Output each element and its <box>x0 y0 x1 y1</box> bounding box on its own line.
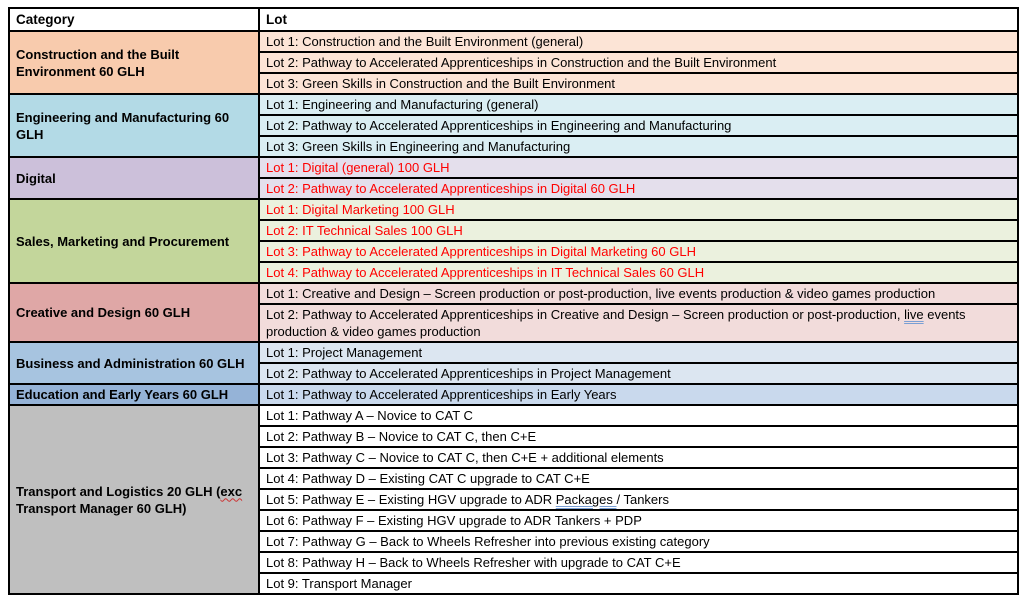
table-row: Creative and Design 60 GLH Lot 1: Creativ… <box>8 282 1019 343</box>
table-row: Lot 3: Green Skills in Engineering and M… <box>9 135 1019 158</box>
table-row: Transport and Logistics 20 GLH (exc Tran… <box>8 404 1019 595</box>
table-row: Construction and the Built Environment 6… <box>8 30 1019 95</box>
category-cell: Sales, Marketing and Procurement <box>8 198 260 284</box>
lot-cell: Lot 2: Pathway to Accelerated Apprentice… <box>258 51 1019 74</box>
table-row: Lot 3: Pathway C – Novice to CAT C, then… <box>9 446 1019 469</box>
lot-cell: Lot 1: Creative and Design – Screen prod… <box>258 282 1019 305</box>
lots-table-body: Construction and the Built Environment 6… <box>8 30 1019 595</box>
category-cell: Creative and Design 60 GLH <box>8 282 260 343</box>
lot-cell: Lot 2: Pathway to Accelerated Apprentice… <box>258 177 1019 200</box>
table-row: Lot 3: Pathway to Accelerated Apprentice… <box>9 240 1019 263</box>
lot-cell: Lot 5: Pathway E – Existing HGV upgrade … <box>258 488 1019 511</box>
lot-cell: Lot 3: Green Skills in Engineering and M… <box>258 135 1019 158</box>
table-row: Lot 5: Pathway E – Existing HGV upgrade … <box>9 488 1019 511</box>
table-row: Lot 4: Pathway D – Existing CAT C upgrad… <box>9 467 1019 490</box>
category-cell: Digital <box>8 156 260 200</box>
lot-cell: Lot 2: Pathway B – Novice to CAT C, then… <box>258 425 1019 448</box>
table-row: Lot 2: IT Technical Sales 100 GLH <box>9 219 1019 242</box>
lot-cell: Lot 2: Pathway to Accelerated Apprentice… <box>258 114 1019 137</box>
table-row: Lot 2: Pathway to Accelerated Apprentice… <box>9 51 1019 74</box>
lot-cell: Lot 1: Digital (general) 100 GLH <box>258 156 1019 179</box>
category-cell: Transport and Logistics 20 GLH (exc Tran… <box>8 404 260 595</box>
lot-cell: Lot 1: Pathway A – Novice to CAT C <box>258 404 1019 427</box>
lot-cell: Lot 1: Project Management <box>258 341 1019 364</box>
spellcheck-marked-text: live <box>904 307 924 322</box>
lot-cell: Lot 1: Digital Marketing 100 GLH <box>258 198 1019 221</box>
table-row: Lot 2: Pathway B – Novice to CAT C, then… <box>9 425 1019 448</box>
lot-cell: Lot 6: Pathway F – Existing HGV upgrade … <box>258 509 1019 532</box>
lot-cell: Lot 4: Pathway to Accelerated Apprentice… <box>258 261 1019 284</box>
table-row: Lot 3: Green Skills in Construction and … <box>9 72 1019 95</box>
table-row: Lot 2: Pathway to Accelerated Apprentice… <box>9 114 1019 137</box>
header-category-cell: Category <box>8 7 260 32</box>
table-row: Engineering and Manufacturing 60 GLH Lot … <box>8 93 1019 158</box>
table-row: Sales, Marketing and Procurement Lot 1: D… <box>8 198 1019 284</box>
header-lot-cell: Lot <box>258 7 1019 32</box>
table-row: Digital Lot 1: Digital (general) 100 GLH <box>8 156 1019 200</box>
lot-cell: Lot 2: Pathway to Accelerated Apprentice… <box>258 303 1019 343</box>
table-row: Lot 2: Pathway to Accelerated Apprentice… <box>9 362 1019 385</box>
table-row: Lot 4: Pathway to Accelerated Apprentice… <box>9 261 1019 284</box>
lot-cell: Lot 3: Pathway C – Novice to CAT C, then… <box>258 446 1019 469</box>
table-row: Lot 2: Pathway to Accelerated Apprentice… <box>9 177 1019 200</box>
table-row: Education and Early Years 60 GLH Lot 1: P… <box>8 383 1019 406</box>
lot-cell: Lot 2: Pathway to Accelerated Apprentice… <box>258 362 1019 385</box>
category-cell: Engineering and Manufacturing 60 GLH <box>8 93 260 158</box>
category-cell: Education and Early Years 60 GLH <box>8 383 260 406</box>
lot-cell: Lot 1: Pathway to Accelerated Apprentice… <box>258 383 1019 406</box>
lot-cell: Lot 2: IT Technical Sales 100 GLH <box>258 219 1019 242</box>
category-lot-table: Category Lot Construction and the Built … <box>8 7 1019 595</box>
table-row: Lot 9: Transport Manager <box>9 572 1019 595</box>
table-row: Lot 8: Pathway H – Back to Wheels Refres… <box>9 551 1019 574</box>
table-row: Business and Administration 60 GLH Lot 1:… <box>8 341 1019 385</box>
lot-cell: Lot 7: Pathway G – Back to Wheels Refres… <box>258 530 1019 553</box>
header-row: Category Lot <box>8 7 1019 32</box>
table-row: Lot 6: Pathway F – Existing HGV upgrade … <box>9 509 1019 532</box>
table-row: Lot 2: Pathway to Accelerated Apprentice… <box>9 303 1019 343</box>
lot-cell: Lot 1: Engineering and Manufacturing (ge… <box>258 93 1019 116</box>
lot-cell: Lot 4: Pathway D – Existing CAT C upgrad… <box>258 467 1019 490</box>
lot-cell: Lot 3: Pathway to Accelerated Apprentice… <box>258 240 1019 263</box>
lot-cell: Lot 1: Construction and the Built Enviro… <box>258 30 1019 53</box>
table-row: Lot 7: Pathway G – Back to Wheels Refres… <box>9 530 1019 553</box>
spellcheck-marked-text: exc <box>220 483 243 499</box>
category-cell: Business and Administration 60 GLH <box>8 341 260 385</box>
lot-cell: Lot 8: Pathway H – Back to Wheels Refres… <box>258 551 1019 574</box>
spellcheck-marked-text: Packages <box>555 492 617 507</box>
category-cell: Construction and the Built Environment 6… <box>8 30 260 95</box>
lot-cell: Lot 9: Transport Manager <box>258 572 1019 595</box>
lot-cell: Lot 3: Green Skills in Construction and … <box>258 72 1019 95</box>
